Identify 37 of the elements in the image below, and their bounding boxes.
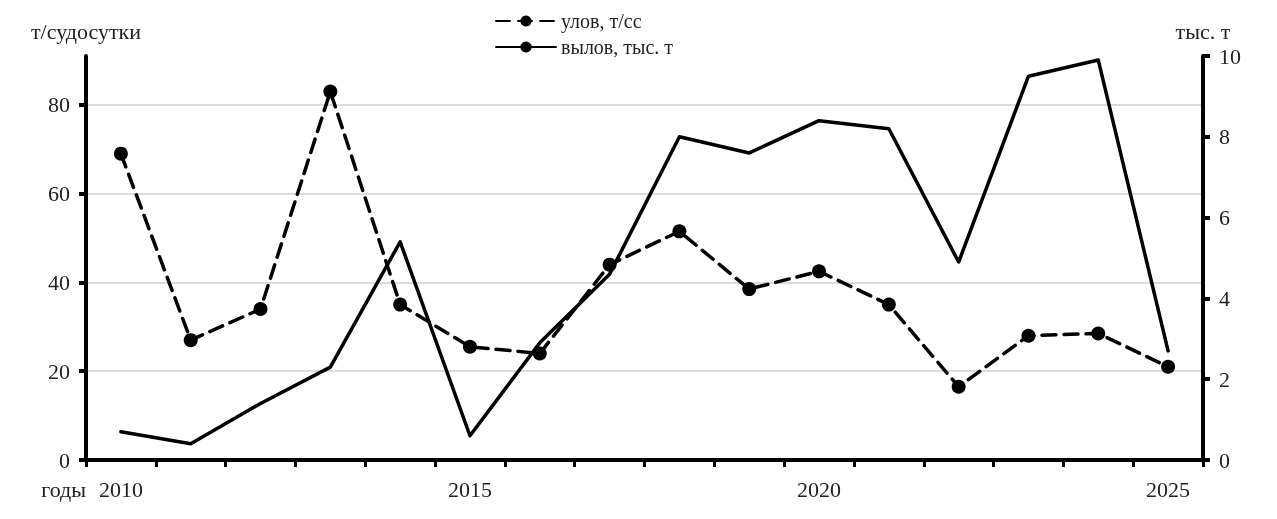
point	[462, 339, 477, 354]
x-tick-label: 2020	[797, 476, 842, 502]
point	[1091, 326, 1106, 341]
y-tick-label: 0	[59, 447, 70, 473]
y2-tick-label: 0	[1219, 447, 1230, 473]
y2-tick-label: 2	[1219, 366, 1230, 392]
point	[113, 146, 128, 161]
point	[532, 346, 547, 361]
y2-tick-label: 10	[1219, 43, 1241, 69]
line-series	[119, 58, 1170, 446]
y-tick-label: 60	[48, 181, 70, 207]
legend-label: вылов, тыс. т	[561, 36, 674, 58]
point	[812, 264, 827, 279]
point	[393, 297, 408, 312]
y-axis-title: т/судосутки	[30, 18, 142, 44]
x-tick-label: 2015	[447, 476, 492, 502]
y-tick-label: 40	[48, 269, 70, 295]
x-tick-label: 2025	[1146, 476, 1191, 502]
x-axis-title: годы	[41, 476, 87, 502]
point	[602, 257, 617, 272]
x-tick-label: 2010	[98, 476, 143, 502]
y2-axis-title: тыс. т	[1175, 18, 1231, 44]
y-tick-label: 20	[48, 358, 70, 384]
point	[323, 84, 338, 99]
point	[1021, 328, 1036, 343]
point	[253, 302, 268, 317]
point	[1161, 359, 1176, 374]
y2-tick-label: 8	[1219, 124, 1230, 150]
point	[672, 224, 687, 239]
point	[951, 379, 966, 394]
y2-tick-label: 6	[1219, 205, 1230, 231]
y-tick-label: 80	[48, 92, 70, 118]
point	[183, 333, 198, 348]
point	[742, 282, 757, 297]
point	[881, 297, 896, 312]
legend-label: улов, т/сс	[561, 10, 642, 33]
y2-tick-label: 4	[1219, 285, 1230, 311]
